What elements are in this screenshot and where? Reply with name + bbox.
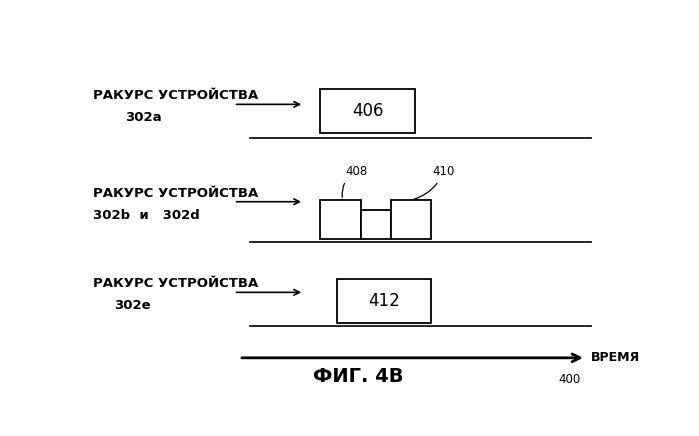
Text: 400: 400 (559, 373, 581, 386)
Bar (391, 200, 431, 238)
Bar (361, 210, 391, 238)
Text: РАКУРС УСТРОЙСТВА: РАКУРС УСТРОЙСТВА (93, 89, 258, 102)
Text: ФИГ. 4В: ФИГ. 4В (313, 368, 403, 386)
Text: 302a: 302a (125, 111, 162, 124)
Text: 302b  и   302d: 302b и 302d (93, 209, 199, 221)
Text: РАКУРС УСТРОЙСТВА: РАКУРС УСТРОЙСТВА (93, 277, 258, 290)
Bar (320, 200, 361, 238)
Text: 302e: 302e (115, 299, 151, 312)
Text: РАКУРС УСТРОЙСТВА: РАКУРС УСТРОЙСТВА (93, 187, 258, 200)
Text: 406: 406 (352, 102, 384, 120)
Text: 412: 412 (368, 292, 400, 310)
Text: 410: 410 (414, 165, 455, 199)
Bar (320, 89, 415, 133)
Text: 408: 408 (343, 165, 368, 197)
Text: ВРЕМЯ: ВРЕМЯ (591, 351, 640, 364)
Bar (337, 279, 431, 323)
